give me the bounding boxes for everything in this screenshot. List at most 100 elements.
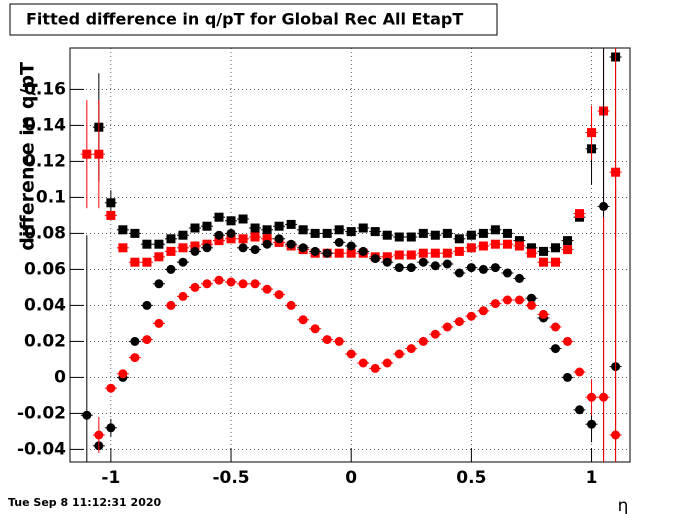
marker-square <box>226 234 236 244</box>
marker-circle <box>250 245 260 255</box>
marker-circle <box>599 392 609 402</box>
marker-circle <box>406 344 416 354</box>
marker-square <box>490 239 500 249</box>
marker-square <box>334 248 344 258</box>
marker-square <box>322 228 332 238</box>
marker-circle <box>418 257 428 267</box>
marker-circle <box>358 358 368 368</box>
marker-circle <box>298 243 308 253</box>
marker-circle <box>478 306 488 316</box>
marker-square <box>226 216 236 226</box>
y-tick-label: -0.04 <box>17 439 66 459</box>
marker-circle <box>310 246 320 256</box>
marker-square <box>106 210 116 220</box>
marker-circle <box>238 243 248 253</box>
marker-square <box>310 228 320 238</box>
y-tick-label: 0.16 <box>24 79 66 99</box>
x-tick-label: 1 <box>586 468 598 488</box>
marker-square <box>178 230 188 240</box>
x-tick-label: 0.5 <box>456 468 486 488</box>
marker-circle <box>322 248 332 258</box>
marker-square <box>94 149 104 159</box>
marker-square <box>250 232 260 242</box>
marker-circle <box>454 268 464 278</box>
marker-square <box>514 236 524 246</box>
marker-square <box>142 239 152 249</box>
marker-circle <box>538 309 548 319</box>
marker-circle <box>334 237 344 247</box>
y-tick-label: 0.12 <box>24 151 66 171</box>
marker-circle <box>190 246 200 256</box>
marker-square <box>442 248 452 258</box>
marker-square <box>454 246 464 256</box>
marker-square <box>334 225 344 235</box>
y-tick-label: 0.06 <box>24 259 66 279</box>
marker-circle <box>286 239 296 249</box>
marker-circle <box>394 263 404 273</box>
marker-circle <box>490 263 500 273</box>
marker-square <box>382 252 392 262</box>
marker-circle <box>82 410 92 420</box>
marker-circle <box>430 261 440 271</box>
marker-square <box>563 236 573 246</box>
marker-square <box>478 228 488 238</box>
marker-circle <box>214 275 224 285</box>
marker-square <box>154 252 164 262</box>
x-axis-label: η <box>618 496 629 514</box>
marker-square <box>214 212 224 222</box>
marker-circle <box>106 383 116 393</box>
marker-square <box>526 243 536 253</box>
marker-square <box>550 257 560 267</box>
marker-circle <box>346 241 356 251</box>
y-tick-label: 0 <box>54 367 66 387</box>
marker-square <box>550 243 560 253</box>
marker-square <box>166 234 176 244</box>
marker-circle <box>526 300 536 310</box>
marker-circle <box>514 273 524 283</box>
marker-square <box>214 236 224 246</box>
y-tick-label: 0.02 <box>24 331 66 351</box>
marker-circle <box>262 284 272 294</box>
marker-square <box>166 246 176 256</box>
marker-circle <box>490 299 500 309</box>
marker-circle <box>130 353 140 363</box>
marker-circle <box>106 423 116 433</box>
marker-square <box>82 149 92 159</box>
marker-square <box>262 234 272 244</box>
y-tick-label: 0.08 <box>24 223 66 243</box>
marker-square <box>130 228 140 238</box>
marker-circle <box>202 279 212 289</box>
marker-circle <box>118 369 128 379</box>
marker-circle <box>214 230 224 240</box>
marker-circle <box>587 392 597 402</box>
marker-square <box>346 248 356 258</box>
marker-square <box>178 243 188 253</box>
marker-circle <box>238 279 248 289</box>
marker-square <box>502 228 512 238</box>
marker-square <box>575 209 585 219</box>
marker-square <box>238 234 248 244</box>
marker-square <box>250 223 260 233</box>
marker-circle <box>346 349 356 359</box>
marker-square <box>430 230 440 240</box>
marker-square <box>118 225 128 235</box>
marker-square <box>538 246 548 256</box>
marker-square <box>418 228 428 238</box>
marker-circle <box>406 263 416 273</box>
marker-circle <box>274 290 284 300</box>
marker-square <box>563 245 573 255</box>
y-tick-label: 0.14 <box>24 115 66 135</box>
marker-circle <box>334 336 344 346</box>
marker-circle <box>262 239 272 249</box>
marker-square <box>190 241 200 251</box>
marker-circle <box>442 322 452 332</box>
marker-square <box>238 214 248 224</box>
marker-circle <box>154 279 164 289</box>
marker-circle <box>575 367 585 377</box>
marker-circle <box>370 254 380 264</box>
marker-circle <box>178 257 188 267</box>
plot-frame <box>69 47 631 463</box>
y-tick-label: 0.1 <box>36 187 66 207</box>
marker-circle <box>442 259 452 269</box>
marker-square <box>502 239 512 249</box>
